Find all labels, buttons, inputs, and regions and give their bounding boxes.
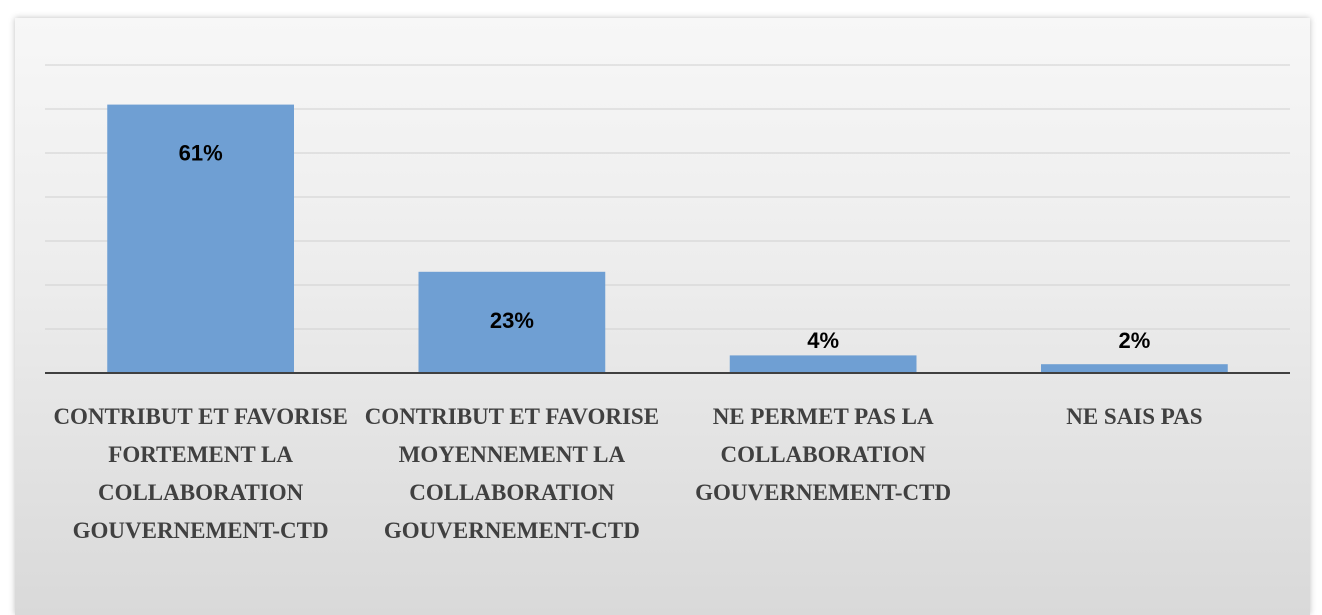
value-label: 4% [807, 328, 839, 353]
category-label: CONTRIBUT ET FAVORISE MOYENNEMENT LA COL… [364, 404, 660, 543]
category-label: NE SAIS PAS [1066, 404, 1203, 429]
value-label: 23% [490, 308, 534, 333]
value-label: 2% [1118, 328, 1150, 353]
category-label: CONTRIBUT ET FAVORISE FORTEMENT LA COLLA… [53, 404, 348, 543]
bar [729, 355, 917, 373]
category-label: NE PERMET PAS LA COLLABORATION GOUVERNEM… [695, 404, 952, 505]
bar [418, 271, 606, 373]
bar [1041, 364, 1228, 373]
value-label: 61% [179, 141, 223, 166]
bar [107, 104, 294, 373]
